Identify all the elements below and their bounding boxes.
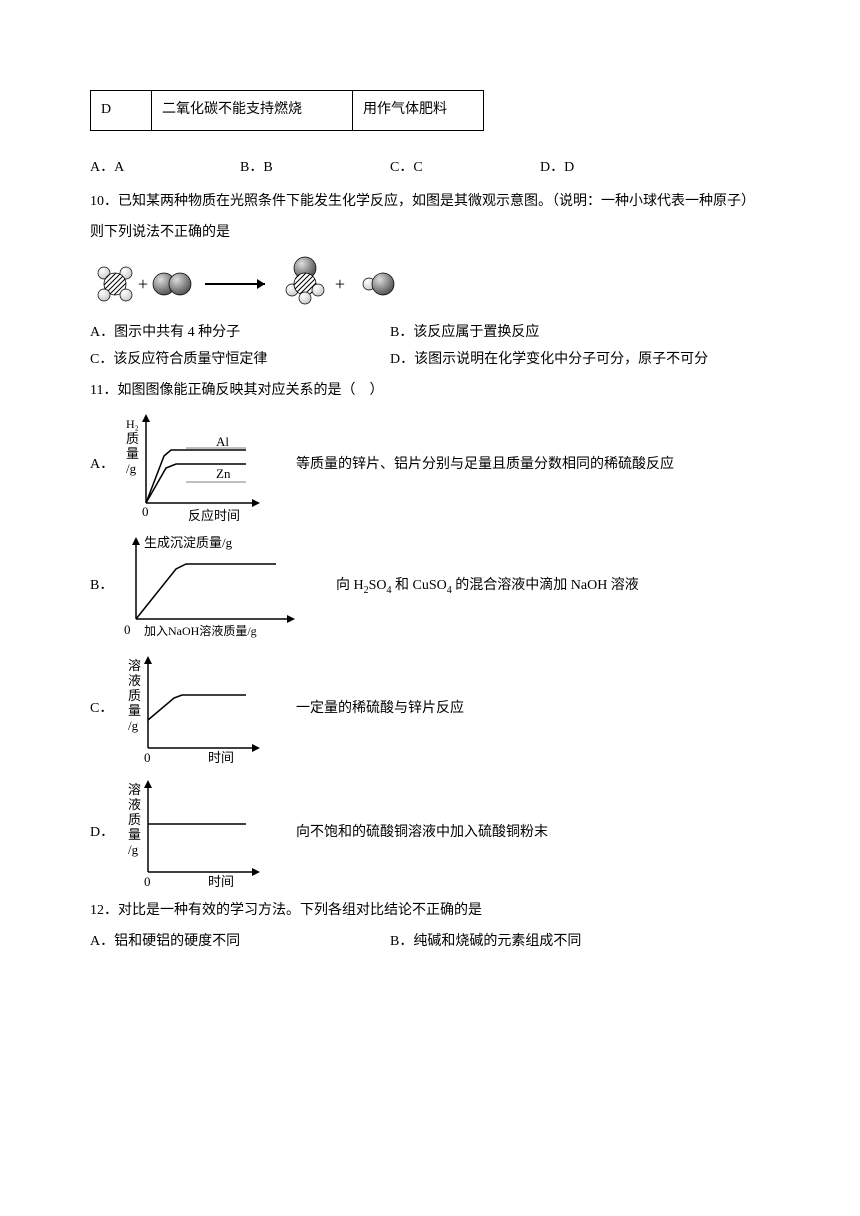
svg-text:质: 质 [128, 812, 141, 827]
opt-d: D．D [540, 155, 690, 182]
svg-text:溶: 溶 [128, 658, 141, 673]
svg-text:0: 0 [124, 622, 131, 637]
svg-text:Zn: Zn [216, 466, 231, 481]
q11-a-chart: H₂ 质 量 /g 0 反应时间 Al Zn [116, 408, 276, 523]
q10-b: B．该反应属于置换反应 [390, 320, 539, 347]
q11-c-chart: 溶 液 质 量 /g 0 时间 [116, 650, 276, 768]
table-row: D 二氧化碳不能支持燃烧 用作气体肥料 [91, 91, 484, 131]
q10-stem2: 则下列说法不正确的是 [90, 220, 790, 247]
svg-text:质: 质 [128, 688, 141, 703]
q11-d-desc: 向不饱和的硫酸铜溶液中加入硫酸铜粉末 [276, 820, 548, 847]
q10-row2: C．该反应符合质量守恒定律 D．该图示说明在化学变化中分子可分，原子不可分 [90, 347, 790, 374]
q11-b-label: B． [90, 573, 116, 600]
q12-a: A．铝和硬铝的硬度不同 [90, 929, 390, 956]
cell-d: D [91, 91, 152, 131]
svg-text:溶: 溶 [128, 782, 141, 797]
svg-text:H₂: H₂ [126, 417, 139, 431]
svg-text:量: 量 [126, 446, 139, 461]
svg-text:0: 0 [142, 504, 149, 519]
svg-text:时间: 时间 [208, 750, 234, 765]
q10-reaction-diagram: + + [90, 254, 790, 314]
svg-text:/g: /g [128, 718, 139, 733]
q11-c-desc: 一定量的稀硫酸与锌片反应 [276, 696, 464, 723]
q10-c: C．该反应符合质量守恒定律 [90, 347, 390, 374]
q10-d: D．该图示说明在化学变化中分子可分，原子不可分 [390, 347, 708, 374]
svg-text:/g: /g [128, 842, 139, 857]
opt-a: A．A [90, 155, 240, 182]
q12-stem: 12．对比是一种有效的学习方法。下列各组对比结论不正确的是 [90, 898, 790, 925]
svg-text:加入NaOH溶液质量/g: 加入NaOH溶液质量/g [144, 623, 257, 638]
svg-text:0: 0 [144, 874, 151, 889]
q11-c: C． 溶 液 质 量 /g 0 时间 一定量的稀硫酸与锌片反应 [90, 650, 790, 768]
q10-stem1: 10．已知某两种物质在光照条件下能发生化学反应，如图是其微观示意图。（说明：一种… [90, 189, 790, 216]
q9-options: A．A B．B C．C D．D [90, 155, 790, 182]
q11-a: A． H₂ 质 量 /g 0 反应时间 Al Zn 等质量的锌片、铝片分别与足量… [90, 408, 790, 523]
q10-row1: A．图示中共有 4 种分子 B．该反应属于置换反应 [90, 320, 790, 347]
q12-b: B．纯碱和烧碱的元素组成不同 [390, 929, 581, 956]
q11-a-label: A． [90, 452, 116, 479]
svg-text:液: 液 [128, 797, 141, 812]
option-table: D 二氧化碳不能支持燃烧 用作气体肥料 [90, 90, 484, 131]
svg-text:量: 量 [128, 703, 141, 718]
svg-text:+: + [335, 274, 345, 294]
q10-a: A．图示中共有 4 种分子 [90, 320, 390, 347]
q11-b-desc: 向 H2SO4 和 CuSO4 的混合溶液中滴加 NaOH 溶液 [316, 573, 639, 600]
svg-text:质: 质 [126, 431, 139, 446]
cell-prop: 二氧化碳不能支持燃烧 [152, 91, 353, 131]
cell-use: 用作气体肥料 [353, 91, 484, 131]
q11-a-desc: 等质量的锌片、铝片分别与足量且质量分数相同的稀硫酸反应 [276, 452, 674, 479]
svg-text:+: + [138, 274, 148, 294]
q11-b-chart: 生成沉淀质量/g 0 加入NaOH溶液质量/g [116, 529, 316, 644]
q12-row1: A．铝和硬铝的硬度不同 B．纯碱和烧碱的元素组成不同 [90, 929, 790, 956]
svg-text:时间: 时间 [208, 874, 234, 889]
q11-d-chart: 溶 液 质 量 /g 0 时间 [116, 774, 276, 892]
opt-c: C．C [390, 155, 540, 182]
svg-text:Al: Al [216, 434, 229, 449]
svg-text:0: 0 [144, 750, 151, 765]
svg-text:生成沉淀质量/g: 生成沉淀质量/g [144, 535, 233, 550]
svg-text:/g: /g [126, 461, 137, 476]
q11-stem: 11．如图图像能正确反映其对应关系的是（ ） [90, 378, 790, 405]
opt-b: B．B [240, 155, 390, 182]
svg-text:反应时间: 反应时间 [188, 508, 240, 523]
svg-text:量: 量 [128, 827, 141, 842]
q11-d: D． 溶 液 质 量 /g 0 时间 向不饱和的硫酸铜溶液中加入硫酸铜粉末 [90, 774, 790, 892]
q11-c-label: C． [90, 696, 116, 723]
svg-text:液: 液 [128, 673, 141, 688]
q11-d-label: D． [90, 820, 116, 847]
q11-b: B． 生成沉淀质量/g 0 加入NaOH溶液质量/g 向 H2SO4 和 CuS… [90, 529, 790, 644]
